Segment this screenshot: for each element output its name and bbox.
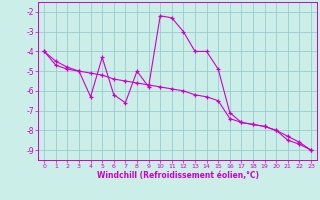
X-axis label: Windchill (Refroidissement éolien,°C): Windchill (Refroidissement éolien,°C) bbox=[97, 171, 259, 180]
